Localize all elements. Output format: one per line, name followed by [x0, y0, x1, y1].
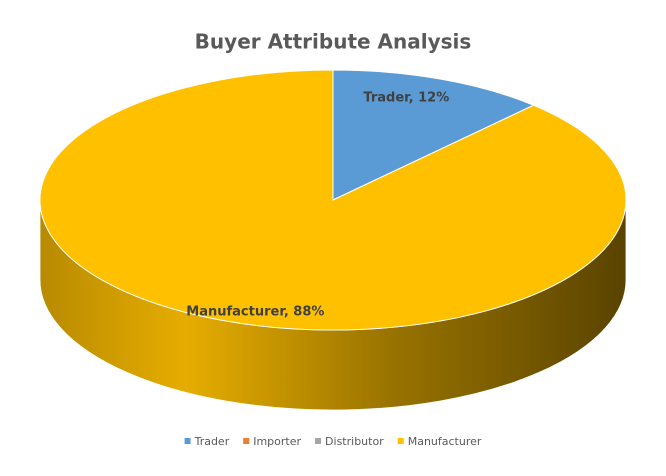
legend-label: Trader	[194, 435, 230, 448]
data-label: Trader, 12%	[363, 90, 449, 105]
pie-tops	[39, 69, 627, 331]
chart-title: Buyer Attribute Analysis	[195, 30, 472, 54]
legend-marker	[243, 438, 250, 444]
legend-label: Importer	[253, 435, 301, 448]
legend-label: Manufacturer	[408, 435, 482, 448]
legend-marker	[184, 438, 191, 444]
data-label: Manufacturer, 88%	[186, 305, 324, 320]
slice-top	[332, 69, 535, 201]
slice-top	[39, 69, 627, 331]
legend-label: Distributor	[325, 435, 384, 448]
legend: Trader Importer Distributor Manufacturer	[184, 435, 482, 448]
legend-marker	[315, 438, 322, 444]
legend-marker	[397, 438, 404, 444]
